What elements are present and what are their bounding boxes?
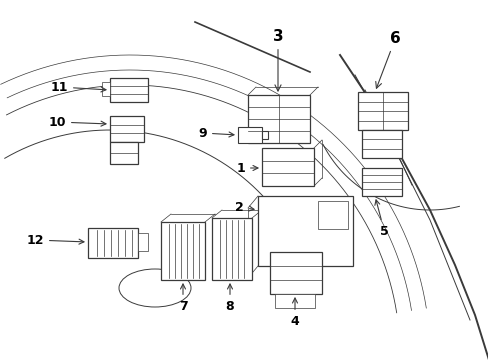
Text: 10: 10 xyxy=(48,116,106,129)
Text: 5: 5 xyxy=(374,200,388,238)
Text: 1: 1 xyxy=(236,162,258,175)
Bar xyxy=(238,127,262,143)
Bar xyxy=(357,92,407,130)
Text: 8: 8 xyxy=(225,284,234,313)
Bar xyxy=(212,218,251,280)
Text: 7: 7 xyxy=(178,284,187,313)
Bar xyxy=(247,95,309,143)
Bar xyxy=(110,116,143,142)
Text: 12: 12 xyxy=(26,234,84,247)
Text: 3: 3 xyxy=(272,29,283,91)
Bar xyxy=(361,168,401,196)
Text: 9: 9 xyxy=(198,126,233,140)
Bar xyxy=(138,233,148,251)
Bar xyxy=(110,142,138,164)
Text: 2: 2 xyxy=(235,201,253,213)
Bar xyxy=(110,78,148,102)
Text: 11: 11 xyxy=(50,81,106,94)
Bar xyxy=(262,131,267,139)
Ellipse shape xyxy=(119,269,191,307)
Bar xyxy=(102,82,110,96)
Bar xyxy=(88,228,138,258)
Bar xyxy=(317,201,347,229)
Text: 4: 4 xyxy=(290,298,299,328)
Bar xyxy=(274,294,314,308)
Bar xyxy=(361,130,401,158)
Bar xyxy=(258,196,352,266)
Bar xyxy=(269,252,321,294)
Text: 6: 6 xyxy=(375,31,400,88)
Bar xyxy=(262,148,313,186)
Bar xyxy=(161,222,204,280)
